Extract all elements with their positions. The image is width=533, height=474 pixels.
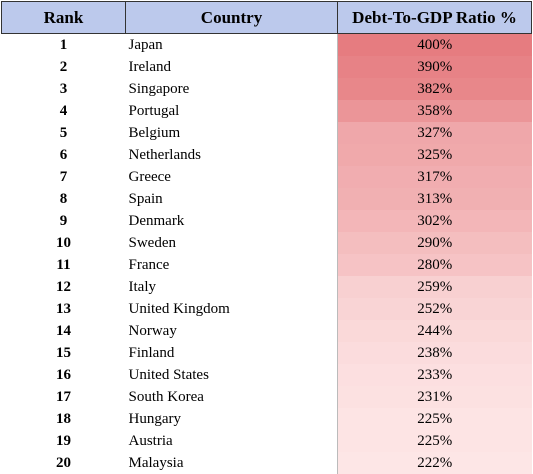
country-cell: Sweden: [126, 232, 338, 254]
ratio-cell: 238%: [338, 342, 532, 364]
country-cell: Ireland: [126, 56, 338, 78]
rank-cell: 3: [2, 78, 126, 100]
country-cell: Greece: [126, 166, 338, 188]
country-cell: Malaysia: [126, 452, 338, 474]
country-cell: France: [126, 254, 338, 276]
rank-cell: 19: [2, 430, 126, 452]
country-cell: Finland: [126, 342, 338, 364]
rank-cell: 10: [2, 232, 126, 254]
rank-cell: 7: [2, 166, 126, 188]
country-cell: Singapore: [126, 78, 338, 100]
ratio-cell: 313%: [338, 188, 532, 210]
rank-cell: 5: [2, 122, 126, 144]
ratio-cell: 280%: [338, 254, 532, 276]
rank-cell: 18: [2, 408, 126, 430]
country-cell: Belgium: [126, 122, 338, 144]
country-cell: Austria: [126, 430, 338, 452]
ratio-header: Debt-To-GDP Ratio %: [338, 2, 532, 34]
rank-cell: 8: [2, 188, 126, 210]
country-cell: Netherlands: [126, 144, 338, 166]
rank-cell: 9: [2, 210, 126, 232]
rank-header: Rank: [2, 2, 126, 34]
ratio-cell: 233%: [338, 364, 532, 386]
ratio-cell: 222%: [338, 452, 532, 474]
rank-cell: 12: [2, 276, 126, 298]
rank-cell: 1: [2, 34, 126, 57]
country-cell: Japan: [126, 34, 338, 57]
ratio-cell: 382%: [338, 78, 532, 100]
ratio-cell: 252%: [338, 298, 532, 320]
country-header: Country: [126, 2, 338, 34]
country-cell: United Kingdom: [126, 298, 338, 320]
ratio-cell: 325%: [338, 144, 532, 166]
rank-cell: 11: [2, 254, 126, 276]
country-cell: South Korea: [126, 386, 338, 408]
ratio-cell: 225%: [338, 430, 532, 452]
ratio-cell: 327%: [338, 122, 532, 144]
rank-cell: 14: [2, 320, 126, 342]
rank-cell: 15: [2, 342, 126, 364]
ratio-cell: 400%: [338, 34, 532, 57]
ratio-cell: 244%: [338, 320, 532, 342]
ratio-cell: 358%: [338, 100, 532, 122]
rank-cell: 20: [2, 452, 126, 474]
ratio-cell: 390%: [338, 56, 532, 78]
ratio-cell: 317%: [338, 166, 532, 188]
rank-cell: 16: [2, 364, 126, 386]
rank-cell: 6: [2, 144, 126, 166]
rank-cell: 13: [2, 298, 126, 320]
header-row: Rank Country Debt-To-GDP Ratio %: [2, 2, 532, 34]
country-cell: Italy: [126, 276, 338, 298]
country-cell: Portugal: [126, 100, 338, 122]
country-cell: Spain: [126, 188, 338, 210]
country-cell: United States: [126, 364, 338, 386]
rank-cell: 17: [2, 386, 126, 408]
country-cell: Norway: [126, 320, 338, 342]
country-cell: Hungary: [126, 408, 338, 430]
ratio-cell: 231%: [338, 386, 532, 408]
country-cell: Denmark: [126, 210, 338, 232]
ratio-cell: 302%: [338, 210, 532, 232]
ratio-cell: 259%: [338, 276, 532, 298]
rank-cell: 2: [2, 56, 126, 78]
ratio-cell: 290%: [338, 232, 532, 254]
ratio-cell: 225%: [338, 408, 532, 430]
rank-cell: 4: [2, 100, 126, 122]
